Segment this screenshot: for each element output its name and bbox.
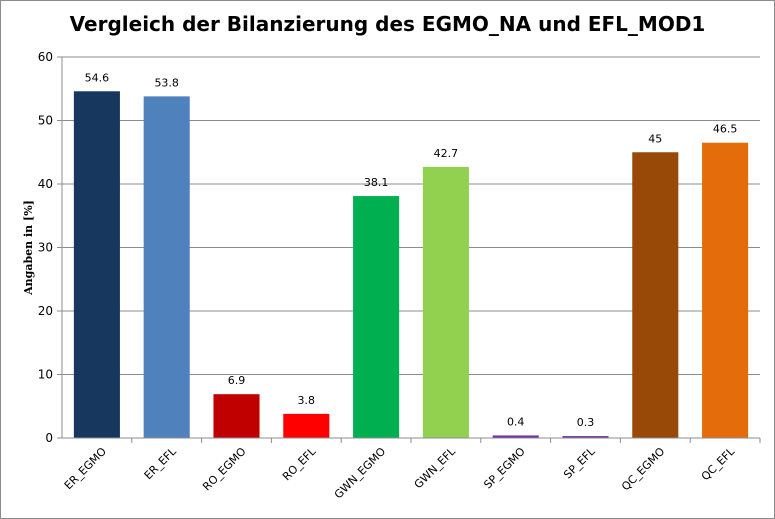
- data-label: 6.9: [228, 374, 246, 387]
- data-label: 46.5: [713, 123, 738, 136]
- data-label: 45: [648, 132, 662, 145]
- x-tick-label: RO_EGMO: [200, 445, 249, 494]
- bar-qc_egmo: [632, 152, 679, 438]
- x-tick-label: GWN_EFL: [412, 444, 459, 491]
- x-tick-label: ER_EFL: [142, 444, 180, 482]
- x-tick-label: RO_EFL: [280, 444, 319, 483]
- bar-ro_egmo: [213, 394, 260, 438]
- y-tick-label: 30: [38, 241, 53, 255]
- data-label: 42.7: [434, 147, 459, 160]
- bar-er_egmo: [73, 91, 120, 438]
- x-tick-label: SP_EFL: [561, 444, 598, 481]
- data-label: 53.8: [154, 76, 179, 89]
- y-tick-label: 0: [45, 431, 53, 445]
- bar-qc_efl: [702, 142, 749, 438]
- x-tick-label: ER_EGMO: [62, 445, 109, 492]
- axes: [57, 56, 761, 443]
- chart-title: Vergleich der Bilanzierung des EGMO_NA u…: [69, 12, 706, 36]
- data-label: 54.6: [85, 71, 110, 84]
- data-label: 38.1: [364, 176, 389, 189]
- y-tick-label: 20: [38, 304, 53, 318]
- x-tick-label: QC_EGMO: [619, 445, 668, 494]
- x-tick-label: GWN_EGMO: [332, 445, 389, 502]
- y-tick-label: 40: [38, 177, 53, 191]
- x-tick-label: SP_EGMO: [481, 445, 528, 492]
- bar-sp_efl: [562, 436, 609, 438]
- y-tick-label: 60: [38, 50, 53, 64]
- data-label: 0.4: [507, 415, 525, 428]
- bar-sp_egmo: [492, 435, 539, 438]
- bar-ro_efl: [283, 413, 330, 438]
- bar-er_efl: [143, 96, 190, 439]
- x-tick-label: QC_EFL: [699, 444, 738, 483]
- bar-gwn_egmo: [353, 196, 400, 438]
- data-label: 3.8: [298, 394, 316, 407]
- bars: [73, 91, 749, 439]
- y-tick-label: 10: [38, 368, 53, 382]
- bar-gwn_efl: [422, 166, 469, 439]
- y-tick-label: 50: [38, 114, 53, 128]
- data-label: 0.3: [577, 416, 595, 429]
